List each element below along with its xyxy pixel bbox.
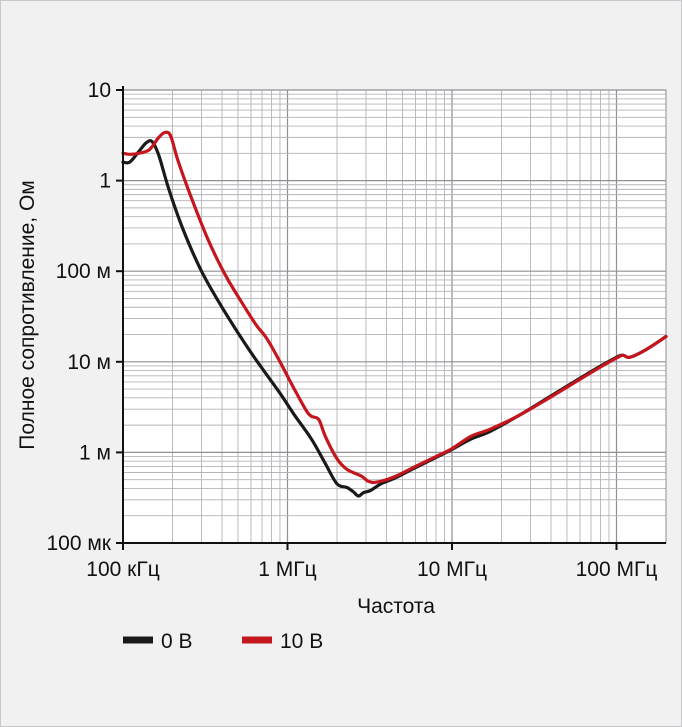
y-tick-label: 1 xyxy=(99,170,111,193)
y-tick-label: 100 мк xyxy=(47,532,112,555)
x-tick-label: 100 МГц xyxy=(576,558,658,581)
tick-labels: 10 1 100 м 10 м 1 м 100 мк 100 кГц 1 МГц 10 МГц 1… xyxy=(47,79,658,581)
x-tick-label: 10 МГц xyxy=(417,558,487,581)
legend-label-0v: 0 В xyxy=(161,630,193,653)
series-line-10v xyxy=(121,130,668,485)
y-axis-label: Полное сопротивление, Ом xyxy=(16,180,39,449)
y-tick-label: 1 м xyxy=(79,441,111,464)
y-tick-label: 100 м xyxy=(56,260,111,283)
y-tick-label: 10 xyxy=(88,79,111,102)
legend: 0 В 10 В xyxy=(123,630,323,653)
series-layer xyxy=(121,130,668,498)
y-tick-label: 10 м xyxy=(67,351,111,374)
grid xyxy=(122,89,667,544)
x-axis-label: Частота xyxy=(357,595,435,618)
x-tick-label: 100 кГц xyxy=(86,558,159,581)
x-tick-label: 1 МГц xyxy=(258,558,316,581)
legend-label-10v: 10 В xyxy=(280,630,323,653)
plot-area xyxy=(123,90,666,543)
axes xyxy=(116,86,666,550)
